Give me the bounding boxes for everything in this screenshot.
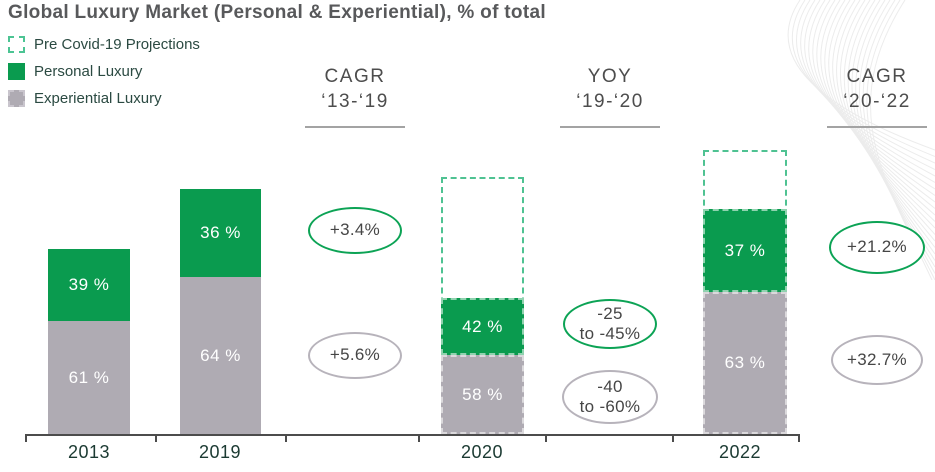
projection-swatch-icon (8, 35, 25, 53)
oval-cagr-13-19-experiential: +5.6% (308, 331, 402, 379)
oval-yoy-19-20-experiential: -40 to -60% (562, 370, 658, 424)
column-header-line2: ‘19-‘20 (576, 91, 644, 112)
bar-2020-personal-segment: 42 % (441, 298, 524, 355)
oval-value-line: -40 (597, 377, 623, 396)
x-axis-line (25, 434, 800, 436)
column-header-cagr-13-19: CAGR ‘13-‘19 (275, 64, 435, 114)
x-axis-tick (285, 434, 287, 442)
oval-yoy-19-20-personal: -25 to -45% (563, 299, 657, 349)
bar-2022-personal-segment: 37 % (703, 209, 787, 292)
oval-cagr-13-19-personal: +3.4% (308, 206, 402, 254)
column-header-line1: CAGR (846, 66, 908, 87)
legend: Pre Covid-19 Projections Personal Luxury… (8, 35, 200, 116)
oval-value-line: +32.7% (847, 350, 907, 369)
oval-value-line: -25 (597, 304, 623, 323)
oval-value-line: to -60% (579, 397, 641, 416)
segment-value-label: 39 % (68, 275, 110, 294)
column-header-underline (305, 126, 405, 128)
bar-2022-experiential-segment: 63 % (703, 292, 787, 434)
column-header-cagr-20-22: CAGR ‘20-‘22 (797, 64, 935, 114)
legend-label: Experiential Luxury (34, 89, 162, 107)
legend-item-personal: Personal Luxury (8, 62, 200, 80)
page-title: Global Luxury Market (Personal & Experie… (8, 2, 546, 23)
bar-2013-personal-segment: 39 % (48, 249, 130, 321)
x-axis-tick (418, 434, 420, 442)
x-axis-label-2022: 2022 (718, 442, 762, 462)
column-header-underline (827, 126, 927, 128)
segment-value-label: 42 % (462, 316, 503, 336)
x-axis-tick (798, 434, 800, 442)
bar-2019-personal-segment: 36 % (180, 189, 261, 277)
segment-value-label: 64 % (200, 345, 241, 365)
segment-value-label: 61 % (68, 367, 110, 387)
personal-luxury-swatch-icon (8, 62, 25, 80)
legend-label: Pre Covid-19 Projections (34, 35, 200, 53)
column-header-line2: ‘13-‘19 (321, 91, 389, 112)
column-header-line1: YOY (587, 66, 633, 87)
x-axis-tick (25, 434, 27, 442)
oval-value-line: to -45% (579, 324, 641, 343)
column-header-yoy-19-20: YOY ‘19-‘20 (530, 64, 690, 114)
bar-2019-experiential-segment: 64 % (180, 277, 261, 434)
x-axis-label-2019: 2019 (198, 442, 242, 462)
legend-item-experiential: Experiential Luxury (8, 89, 200, 107)
x-axis-label-2013: 2013 (67, 442, 111, 462)
x-axis-tick (155, 434, 157, 442)
x-axis-label-2020: 2020 (460, 442, 504, 462)
oval-cagr-20-22-experiential: +32.7% (831, 335, 923, 385)
segment-value-label: 63 % (724, 353, 766, 372)
experiential-luxury-swatch-icon (8, 89, 25, 107)
oval-cagr-20-22-personal: +21.2% (829, 220, 925, 274)
legend-label: Personal Luxury (34, 62, 143, 80)
column-header-underline (560, 126, 660, 128)
segment-value-label: 37 % (724, 240, 766, 260)
oval-value-line: +5.6% (329, 345, 381, 364)
column-header-line2: ‘20-‘22 (843, 91, 911, 112)
x-axis-tick (672, 434, 674, 442)
bar-2020-experiential-segment: 58 % (441, 355, 524, 434)
oval-value-line: +21.2% (847, 237, 907, 256)
legend-item-projections: Pre Covid-19 Projections (8, 35, 200, 53)
segment-value-label: 58 % (462, 384, 503, 404)
x-axis-tick (545, 434, 547, 442)
bar-2013-experiential-segment: 61 % (48, 321, 130, 434)
segment-value-label: 36 % (200, 223, 241, 242)
column-header-line1: CAGR (324, 66, 386, 87)
oval-value-line: +3.4% (329, 220, 381, 239)
